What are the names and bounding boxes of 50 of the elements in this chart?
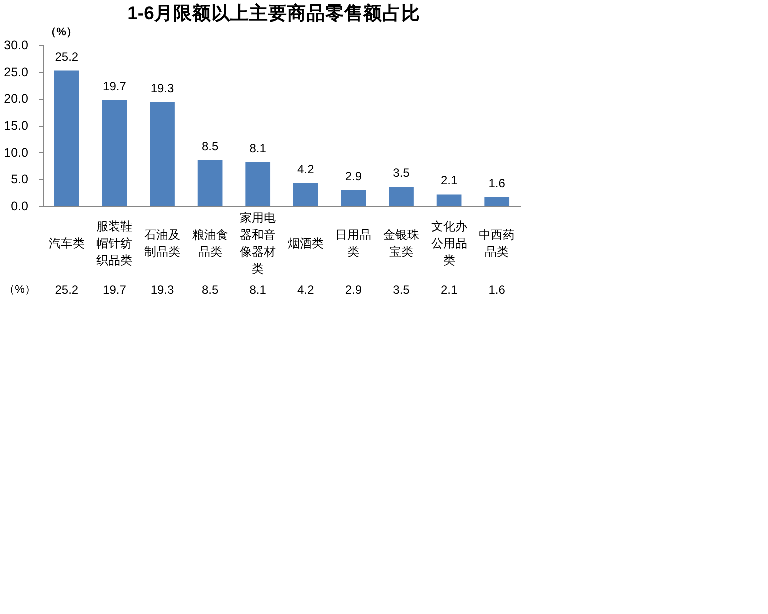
data-label: 3.5	[393, 283, 410, 297]
x-tick-label: 中西药品类	[479, 228, 516, 259]
x-tick-label: 粮油食品类	[192, 228, 228, 259]
data-label: 8.5	[202, 283, 219, 297]
x-tick-label: 家用电器和音像器材类	[240, 211, 276, 276]
text: 19.3	[150, 81, 174, 96]
data-label: 19.7	[103, 283, 127, 297]
text: 2.1	[440, 174, 458, 188]
bar	[341, 190, 366, 206]
text: 1.6	[488, 176, 506, 190]
text: 2.9	[345, 169, 362, 184]
y-tick-label: 0.0	[11, 200, 29, 214]
bar	[54, 70, 80, 206]
bar	[389, 187, 414, 206]
text: 25.2	[55, 50, 79, 64]
bar	[293, 183, 318, 206]
y-tick-label: 25.0	[4, 65, 29, 80]
x-tick-label: 文化办公用品类	[431, 220, 468, 268]
x-tick-label: 石油及制品类	[144, 228, 180, 259]
x-tick-label: 服装鞋帽针纺织品类	[96, 220, 133, 268]
data-label: 25.2	[55, 283, 79, 297]
data-label: 2.1	[440, 283, 458, 297]
text: 4.2	[298, 162, 314, 176]
text: 3.5	[393, 166, 410, 180]
y-tick-label: 5.0	[11, 172, 29, 187]
data-label: 2.9	[345, 283, 362, 297]
y-tick-label: 15.0	[4, 119, 29, 133]
data-label: 1.6	[488, 283, 506, 297]
data-label: 4.2	[298, 283, 315, 297]
bar	[198, 160, 223, 206]
y-tick-label: 30.0	[4, 38, 29, 52]
text: （%）	[4, 284, 36, 296]
bar	[246, 162, 271, 206]
chart-title: 1-6月限额以上主要商品零售额占比	[128, 2, 420, 24]
x-tick-label: 烟酒类	[288, 236, 324, 250]
data-label: 19.3	[150, 283, 174, 297]
bar	[150, 102, 175, 206]
x-tick-label: 汽车类	[48, 236, 85, 250]
data-label: 8.1	[250, 283, 267, 297]
text: 19.7	[103, 79, 126, 94]
y-axis-title: （%）	[46, 26, 78, 38]
y-tick-label: 10.0	[4, 146, 29, 160]
text: 8.1	[250, 142, 266, 156]
text: 8.5	[202, 139, 219, 154]
y-tick-label: 20.0	[4, 92, 29, 106]
bar	[102, 100, 128, 206]
bar	[484, 197, 510, 206]
bar	[436, 194, 462, 206]
x-tick-label: 金银珠宝类	[384, 228, 420, 259]
x-tick-label: 日用品类	[336, 228, 372, 259]
